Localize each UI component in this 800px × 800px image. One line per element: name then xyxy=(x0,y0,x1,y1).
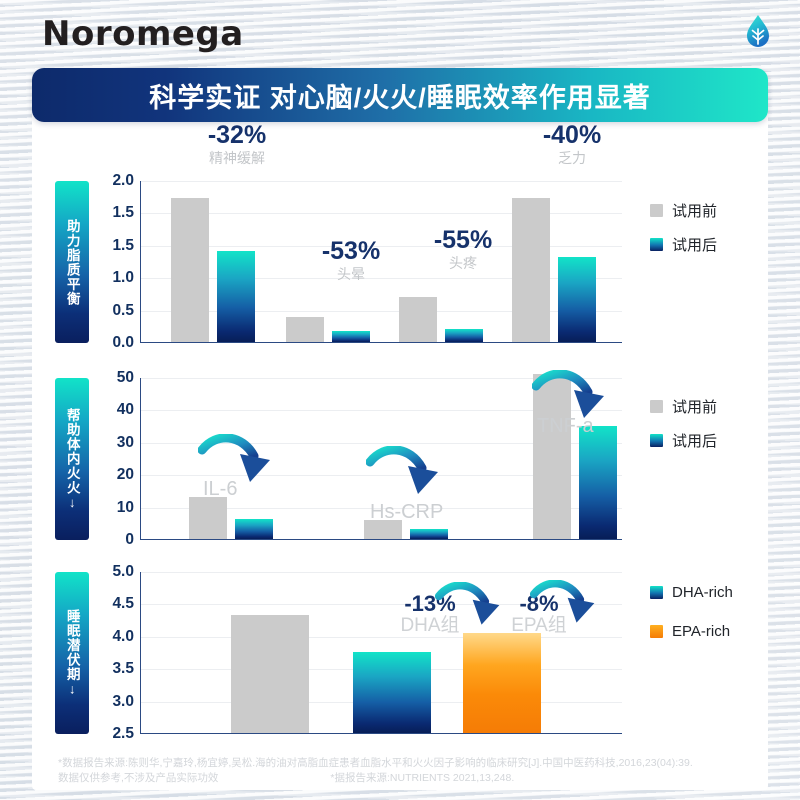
ytick-chart3-2: 4.0 xyxy=(112,627,134,645)
annotation-乏力: -40% 乏力 xyxy=(517,122,627,167)
legend-swatch-before-icon xyxy=(650,204,663,217)
annotation-label: 乏力 xyxy=(558,150,586,166)
legend-item-before[interactable]: 试用前 xyxy=(650,200,717,221)
bar-after-乏力 xyxy=(558,257,596,342)
ytick-chart2-0: 50 xyxy=(116,369,134,386)
annotation-精神缓解: -32% 精神缓解 xyxy=(182,122,292,167)
legend-label: DHA-rich xyxy=(672,584,733,601)
plot-area-chart2: 50 40 30 20 10 0 xyxy=(117,369,622,548)
chart-block-sleep-latency: 睡眠潜伏期↓ 5.0 4.5 4.0 3.5 3.0 2.5 -13% xyxy=(32,562,768,752)
brand-logo: Noromega xyxy=(42,14,244,54)
leaf-droplet-icon xyxy=(744,14,772,50)
plot-area-chart3: 5.0 4.5 4.0 3.5 3.0 2.5 xyxy=(112,563,622,742)
ytick-chart3-4: 3.0 xyxy=(112,692,134,710)
legend-item-dha[interactable]: DHA-rich xyxy=(650,584,733,601)
ytick-chart1-3: 1.0 xyxy=(112,269,134,287)
bar-after-TNF-a xyxy=(579,426,617,539)
side-tab-label: 助力脂质平衡 xyxy=(64,218,80,306)
legend-swatch-dha-icon xyxy=(650,586,663,599)
ytick-chart2-4: 10 xyxy=(116,498,134,516)
ytick-chart2-2: 30 xyxy=(116,433,134,451)
legend-item-after[interactable]: 试用后 xyxy=(650,430,717,451)
ytick-chart2-5: 0 xyxy=(125,531,134,548)
bar-after-Hs-CRP xyxy=(410,529,448,539)
legend-label: 试用后 xyxy=(672,237,718,254)
legend-label: 试用前 xyxy=(672,399,718,416)
legend-swatch-after-icon xyxy=(650,434,663,447)
side-tab-lipid-balance: 助力脂质平衡 xyxy=(55,181,89,343)
legend-item-after[interactable]: 试用后 xyxy=(650,234,717,255)
bar-before-TNF-a xyxy=(533,374,571,539)
footnotes: *数据报告来源:陈则华,宁嘉玲,杨宜婷,吴松.海的油对高脂血症患者血脂水平和火火… xyxy=(58,756,758,786)
bar-before-头疼 xyxy=(399,297,437,342)
side-tab-label: 帮助体内火火↓ xyxy=(64,407,80,511)
side-tab-label: 睡眠潜伏期↓ xyxy=(64,608,80,698)
legend-swatch-before-icon xyxy=(650,400,663,413)
legend-item-before[interactable]: 试用前 xyxy=(650,396,717,417)
banner-title: 科学实证 对心脑/火火/睡眠效率作用显著 xyxy=(149,82,651,113)
annotation-value: -40% xyxy=(542,121,602,149)
ytick-chart3-1: 4.5 xyxy=(112,595,134,613)
bar-epa-group xyxy=(463,633,541,733)
ytick-chart3-0: 5.0 xyxy=(112,563,134,580)
plot-area-chart1: 2.0 1.5 1.5 1.0 0.5 0.0 xyxy=(112,172,622,351)
chart-block-inflammation: 帮助体内火火↓ 50 40 30 20 10 0 xyxy=(32,368,768,553)
legend-item-epa[interactable]: EPA-rich xyxy=(650,623,733,640)
ytick-chart2-1: 40 xyxy=(116,401,134,419)
legend-chart1: 试用前 试用后 xyxy=(650,200,717,268)
annotation-label: 精神缓解 xyxy=(209,150,265,166)
chart-block-lipid-balance: 助力脂质平衡 2.0 1.5 1.5 1.0 0.5 0.0 xyxy=(32,122,768,365)
bar-before-头晕 xyxy=(286,317,324,342)
legend-label: 试用后 xyxy=(672,433,718,450)
bar-before-精神缓解 xyxy=(171,198,209,342)
bar-before-乏力 xyxy=(512,198,550,342)
ytick-chart1-5: 0.0 xyxy=(112,334,134,351)
bar-after-头疼 xyxy=(445,329,483,342)
side-tab-sleep-latency: 睡眠潜伏期↓ xyxy=(55,572,89,734)
legend-label: EPA-rich xyxy=(672,623,731,640)
ytick-chart3-5: 2.5 xyxy=(112,725,134,742)
bar-dha-group xyxy=(353,652,431,733)
legend-label: 试用前 xyxy=(672,203,718,220)
footnote-line-2-right: *据报告来源:NUTRIENTS 2021,13,248. xyxy=(330,772,515,784)
footnote-line-2-left: 数据仅供参考,不涉及产品实际功效 xyxy=(58,772,219,784)
bar-before-Hs-CRP xyxy=(364,520,402,539)
legend-swatch-after-icon xyxy=(650,238,663,251)
ytick-chart1-0: 2.0 xyxy=(112,172,134,189)
ytick-chart1-4: 0.5 xyxy=(112,301,134,319)
title-banner: 科学实证 对心脑/火火/睡眠效率作用显著 xyxy=(32,68,768,122)
bar-before-IL-6 xyxy=(189,497,227,539)
side-tab-inflammation: 帮助体内火火↓ xyxy=(55,378,89,540)
bar-after-精神缓解 xyxy=(217,251,255,342)
legend-chart3: DHA-rich EPA-rich xyxy=(650,584,733,653)
ytick-chart1-2: 1.5 xyxy=(112,236,134,254)
annotation-value: -32% xyxy=(207,121,267,149)
bar-after-IL-6 xyxy=(235,519,273,539)
bar-after-头晕 xyxy=(332,331,370,342)
ytick-chart3-3: 3.5 xyxy=(112,660,134,678)
content-card: 助力脂质平衡 2.0 1.5 1.5 1.0 0.5 0.0 xyxy=(32,110,768,790)
page-header: Noromega xyxy=(0,0,800,64)
bar-control xyxy=(231,615,309,733)
legend-chart2: 试用前 试用后 xyxy=(650,396,717,464)
legend-swatch-epa-icon xyxy=(650,625,663,638)
ytick-chart1-1: 1.5 xyxy=(112,204,134,222)
footnote-line-1: *数据报告来源:陈则华,宁嘉玲,杨宜婷,吴松.海的油对高脂血症患者血脂水平和火火… xyxy=(58,757,693,769)
ytick-chart2-3: 20 xyxy=(116,466,134,484)
